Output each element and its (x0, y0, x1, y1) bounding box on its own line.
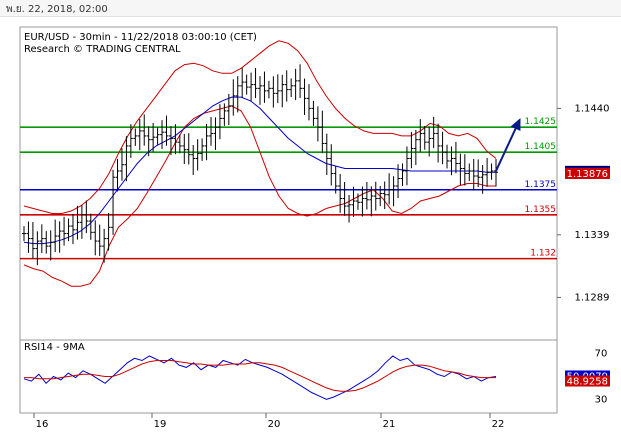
rsi-series-rsi_ma (24, 360, 496, 392)
series-bb_lower (23, 105, 496, 287)
rsi-chart-title: RSI14 - 9MA (24, 342, 85, 353)
x-tick-label-2: 20 (268, 419, 281, 430)
series-bb_upper (23, 40, 497, 214)
rsi-y-tick-label-1: 30 (595, 394, 608, 405)
y-tick-label-1: 1.1339 (575, 230, 610, 241)
rsi-price-label-box-1 (565, 375, 610, 387)
forecast-arrow-shaft (495, 122, 519, 172)
x-tick-label-3: 21 (383, 419, 396, 430)
main-chart-title: EUR/USD - 30min - 11/22/2018 03:00:10 (C… (24, 32, 257, 43)
rsi-y-tick-label-0: 70 (595, 349, 608, 360)
rsi-series-rsi (23, 355, 497, 400)
level-label-4: 1.132 (530, 249, 556, 259)
timestamp-label: พ.ย. 22, 2018, 02:00 (6, 4, 108, 15)
price-label-box-2 (565, 167, 610, 179)
top-bar: พ.ย. 22, 2018, 02:00 (0, 0, 621, 17)
forecast-arrow-head (510, 117, 521, 132)
level-label-1: 1.1405 (525, 142, 557, 152)
price-label-2: 1.13876 (567, 169, 608, 180)
x-tick-label-0: 16 (36, 419, 49, 430)
y-tick-label-2: 1.1289 (575, 292, 610, 303)
rsi-price-label-1: 48.9258 (567, 377, 608, 388)
level-label-2: 1.1375 (525, 180, 557, 190)
series-ma (23, 96, 496, 245)
main-chart-subtitle: Research © TRADING CENTRAL (24, 44, 181, 55)
x-tick-label-4: 22 (492, 419, 505, 430)
x-tick-label-1: 19 (154, 419, 167, 430)
level-label-0: 1.1425 (525, 117, 557, 127)
level-label-3: 1.1355 (525, 205, 557, 215)
y-tick-label-0: 1.1440 (575, 103, 610, 114)
